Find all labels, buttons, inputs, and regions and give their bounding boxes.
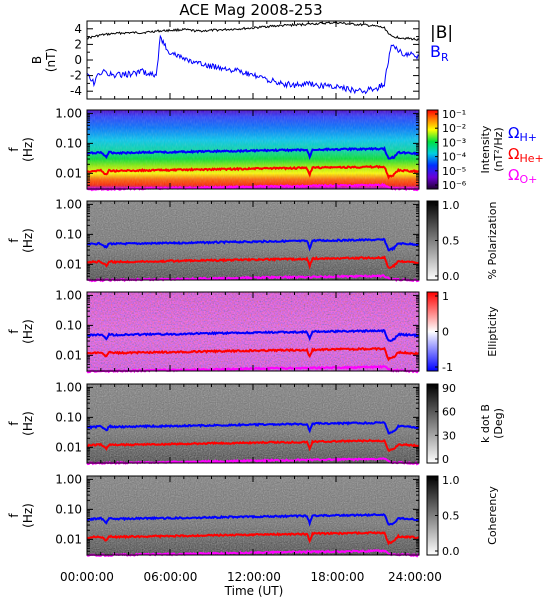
y-tick-label: 0.01 (55, 348, 82, 362)
y-tick-label: 1.00 (55, 288, 82, 302)
y-tick-label: 0.10 (55, 410, 82, 424)
y-tick-label: 1.00 (55, 472, 82, 486)
b-axis-label: B (30, 56, 44, 64)
colorbar-label: % Polarization (486, 202, 499, 280)
y-tick-label: 4 (74, 22, 82, 36)
freq-axis-unit: (Hz) (21, 411, 35, 436)
legend-h-plus: ΩH+ (508, 124, 537, 144)
freq-axis-label: f (7, 421, 21, 426)
he-plus-gyrofrequency-line (86, 530, 420, 546)
b-axis-unit: (nT) (44, 48, 58, 72)
b-field-legend: |B| BR (430, 23, 453, 64)
colorbar-unit: (Deg) (492, 408, 505, 439)
freq-axis-unit: (Hz) (21, 137, 35, 162)
legend-babs: |B| (430, 23, 453, 43)
colorbar-tick-label: 10⁻³ (442, 136, 466, 149)
x-tick-label: 06:00:00 (144, 570, 198, 584)
colorbar-tick-label: 0.5 (442, 510, 460, 523)
colorbar-tick-label: 10⁻⁵ (442, 165, 466, 178)
he-plus-gyrofrequency-line (86, 438, 420, 452)
y-tick-label: 1.00 (55, 380, 82, 394)
freq-axis-unit: (Hz) (21, 319, 35, 344)
colorbar-tick-label: 10⁻¹ (442, 108, 466, 121)
colorbar-tick-label: 1.0 (442, 474, 460, 487)
x-tick-label: 00:00:00 (60, 570, 114, 584)
he-plus-gyrofrequency-line (86, 346, 420, 362)
y-tick-label: 0.10 (55, 136, 82, 150)
y-tick-label: -2 (70, 69, 82, 83)
colorbar-tick-label: 10⁻⁴ (442, 151, 467, 164)
b-panel-background (87, 21, 419, 99)
legend-br: BR (430, 42, 449, 64)
h-plus-gyrofrequency-line (86, 237, 420, 252)
y-tick-label: -4 (70, 84, 82, 98)
gyrofrequency-legend: ΩH+ ΩHe+ ΩO+ (508, 124, 544, 186)
colorbar-tick-label: 1 (442, 290, 449, 303)
y-tick-label: 0.01 (55, 532, 82, 546)
he-plus-gyrofrequency-line (86, 164, 420, 180)
colorbar-tick-label: 0.0 (442, 545, 460, 558)
colorbar-tick-label: 0 (442, 453, 449, 466)
colorbar-label: Ellipticity (486, 306, 499, 357)
y-tick-label: 0 (74, 53, 82, 67)
b-field-panel: 42 0 -2-4 B (nT) (30, 20, 420, 100)
colorbar-label: Coherency (486, 486, 499, 545)
legend-he-plus: ΩHe+ (508, 145, 544, 165)
colorbar (426, 109, 439, 190)
freq-axis-unit: (Hz) (21, 503, 35, 528)
y-tick-label: 0.01 (55, 257, 82, 271)
h-plus-gyrofrequency-line (86, 146, 420, 161)
x-axis-tick-labels: 00:00:00 06:00:00 12:00:00 18:00:00 24:0… (60, 570, 442, 584)
colorbar-tick-label: 60 (442, 406, 456, 419)
colorbar-unit: (nT²/Hz) (492, 127, 505, 171)
x-axis-label: Time (UT) (224, 584, 284, 598)
y-tick-label: 0.01 (55, 440, 82, 454)
freq-axis-unit: (Hz) (21, 228, 35, 253)
y-tick-label: 1.00 (55, 197, 82, 211)
colorbar-tick-label: 0.5 (442, 235, 460, 248)
intensity-panel: 1.00 0.10 0.01 f (Hz) 10⁻¹10⁻²10⁻³ 10⁻⁴10⁻⁵10⁻… (7, 106, 505, 192)
y-tick-label: 0.10 (55, 227, 82, 241)
legend-o-plus: ΩO+ (508, 166, 537, 186)
coherency-panel: 1.00 0.10 0.01 f (Hz) 1.0 0.5 0.0 Coherency (7, 472, 499, 558)
freq-axis-label: f (7, 238, 21, 243)
colorbar-label: Intensity (479, 125, 492, 173)
colorbar-tick-label: 10⁻⁶ (442, 179, 467, 192)
h-plus-gyrofrequency-line (86, 420, 420, 435)
colorbar-tick-label: 30 (442, 429, 456, 442)
h-plus-gyrofrequency-line (86, 328, 420, 343)
polarization-panel: 1.00 0.10 0.01 f (Hz) 1.0 0.5 0.0 % Polarization (7, 197, 499, 283)
colorbar-label: k dot B (479, 404, 492, 443)
x-tick-label: 24:00:00 (388, 570, 442, 584)
colorbar-tick-label: 10⁻² (442, 122, 466, 135)
freq-axis-label: f (7, 147, 21, 152)
y-tick-label: 0.10 (55, 502, 82, 516)
freq-axis-label: f (7, 329, 21, 334)
babs-line (86, 20, 420, 42)
br-line (86, 34, 420, 95)
colorbar-tick-label: 90 (442, 382, 456, 395)
colorbar (426, 383, 439, 464)
colorbar-tick-label: 0 (442, 326, 449, 339)
he-plus-gyrofrequency-line (86, 255, 420, 271)
k-dot-b-panel: 1.00 0.10 0.01 f (Hz) 90 60 30 0 k dot B (Deg) (7, 380, 505, 466)
y-tick-label: 0.01 (55, 166, 82, 180)
colorbar-tick-label: 1.0 (442, 199, 460, 212)
y-tick-label: 2 (74, 37, 82, 51)
y-tick-label: 0.10 (55, 318, 82, 332)
freq-axis-label: f (7, 513, 21, 518)
x-tick-label: 12:00:00 (227, 570, 281, 584)
colorbar-tick-label: 0.0 (442, 270, 460, 283)
ellipticity-panel: 1.00 0.10 0.01 f (Hz) 1 0 -1 Ellipticity (7, 288, 499, 374)
y-tick-label: 1.00 (55, 106, 82, 120)
h-plus-gyrofrequency-line (86, 513, 420, 527)
colorbar-tick-label: -1 (442, 361, 453, 374)
figure-title: ACE Mag 2008-253 (179, 1, 322, 19)
x-tick-label: 18:00:00 (311, 570, 365, 584)
